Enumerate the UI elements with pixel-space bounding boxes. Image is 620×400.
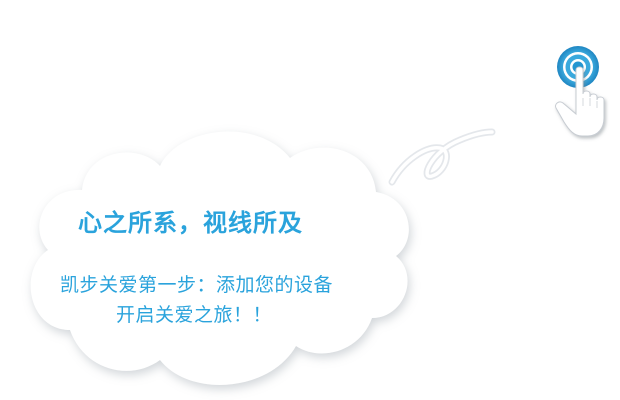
card-message-line1: 凯步关爱第一步：添加您的设备	[60, 274, 334, 296]
tap-hand-icon[interactable]	[552, 40, 614, 142]
card-message-line2: 开启关爱之旅！！	[116, 304, 273, 326]
card-title: 心之所系，视线所及	[78, 209, 303, 237]
swirl-decoration	[388, 128, 496, 186]
